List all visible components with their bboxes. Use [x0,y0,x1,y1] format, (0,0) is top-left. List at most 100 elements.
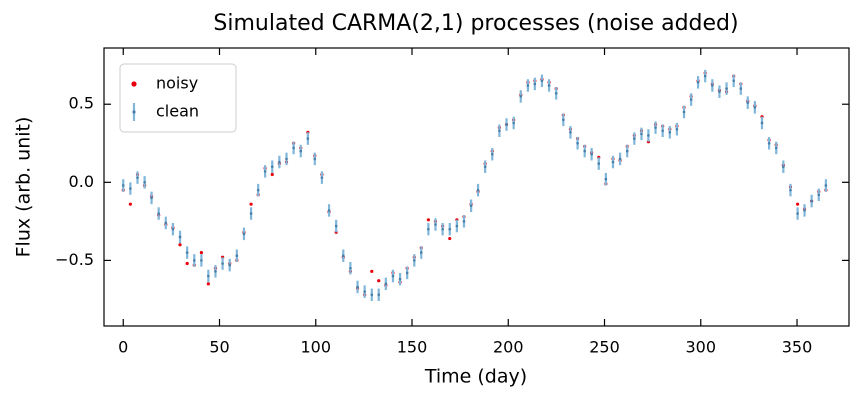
error-point [143,181,146,184]
error-point [682,110,686,114]
error-point [306,137,310,140]
x-tick-label: 300 [685,338,716,357]
error-point [675,127,679,131]
x-tick-label: 0 [118,338,128,357]
error-point [547,84,551,87]
error-point [469,204,473,208]
error-point [405,271,409,275]
y-tick-label: 0.0 [69,172,94,191]
y-tick-label: −0.5 [55,250,94,269]
scatter-point [128,202,132,206]
x-tick-label: 250 [589,338,620,357]
error-point [789,188,792,192]
error-point [413,259,416,262]
error-point [136,176,139,179]
scatter-point [426,218,430,222]
error-point [483,165,487,168]
error-point [661,129,664,133]
error-point [327,209,331,212]
error-point [192,259,196,262]
scatter-point [178,243,182,247]
error-point [647,134,650,137]
error-point [583,149,586,153]
error-point [448,227,452,231]
error-point [256,188,260,192]
error-point [171,227,175,231]
error-point [760,121,764,125]
error-point [498,129,501,133]
error-point [618,157,622,161]
error-point [519,95,523,98]
error-point [377,293,381,297]
error-point [214,270,217,273]
error-point [654,126,657,129]
error-point [476,188,480,192]
x-axis-label: Time (day) [424,366,527,388]
error-point [299,149,303,153]
error-point [732,79,735,83]
x-tick-label: 100 [300,338,331,357]
error-point [803,209,806,212]
scatter-point [206,282,210,286]
error-point [633,137,636,140]
error-point [263,170,267,173]
error-point [434,223,437,226]
error-point [824,184,828,187]
scatter-point [448,236,452,241]
error-point [526,84,530,87]
error-point [725,87,728,90]
error-point [533,82,537,86]
error-point [753,106,757,109]
scatter-point [199,250,204,255]
error-point [242,232,246,236]
error-point [455,224,459,228]
error-point [554,91,558,95]
scatter-point [185,261,189,266]
error-point [363,290,366,293]
y-axis-label: Flux (arb. unit) [13,117,35,258]
error-point [817,193,821,197]
chart-title: Simulated CARMA(2,1) processes (noise ad… [213,11,738,36]
error-point [604,177,608,181]
error-point [270,165,274,168]
error-point [157,212,160,215]
plot-frame [103,47,850,327]
legend-label: clean [156,102,199,121]
error-point [569,131,572,134]
error-point [462,220,466,223]
error-point [129,187,132,190]
error-point [178,235,182,239]
error-point [703,74,707,78]
error-point [285,157,288,161]
error-point [718,90,721,94]
error-point [121,184,125,187]
scatter-point [270,172,274,177]
x-tick-label: 350 [782,338,813,357]
error-point [796,212,799,215]
error-point [427,227,430,231]
error-point [221,262,224,265]
error-point [562,118,565,122]
legend-marker [131,81,137,87]
error-point [398,277,402,281]
error-point [696,81,700,84]
error-point [419,251,423,254]
legend-box [119,63,237,133]
error-point [689,98,693,101]
x-tick-label: 200 [493,338,524,357]
scatter-point [796,202,800,206]
x-tick-label: 50 [209,338,229,357]
legend-marker [132,110,136,114]
error-point [313,157,317,161]
error-point [228,263,232,267]
error-point [235,254,239,258]
error-point [611,160,615,164]
error-point [490,152,494,156]
error-point [200,259,203,262]
error-point [512,121,515,125]
error-point [185,251,189,254]
scatter-point [377,279,381,283]
error-point [341,254,345,258]
error-point [810,199,813,203]
y-tick-label: 0.5 [69,94,94,113]
